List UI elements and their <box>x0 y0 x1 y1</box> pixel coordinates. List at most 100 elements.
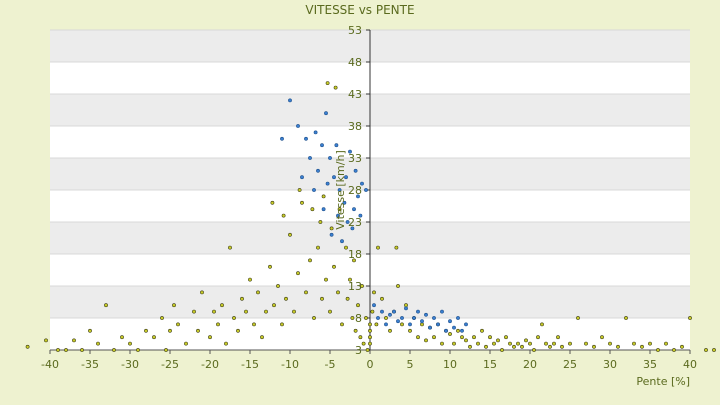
scatter-point <box>312 316 316 320</box>
scatter-point <box>374 322 379 327</box>
scatter-point <box>460 335 464 340</box>
scatter-point <box>356 194 360 199</box>
x-tick-label: -15 <box>241 358 259 371</box>
scatter-point <box>368 328 372 333</box>
scatter-point <box>296 271 300 276</box>
x-tick-label: 0 <box>367 358 374 371</box>
scatter-point <box>448 332 452 336</box>
scatter-point <box>304 136 308 141</box>
scatter-point <box>56 348 60 352</box>
scatter-point <box>192 309 196 314</box>
scatter-point <box>329 232 334 237</box>
x-tick-label: 40 <box>683 358 697 371</box>
scatter-point <box>358 213 363 218</box>
scatter-point <box>325 81 330 86</box>
scatter-point <box>532 348 536 352</box>
scatter-point <box>208 335 212 340</box>
scatter-point <box>400 316 404 320</box>
scatter-point <box>25 344 30 349</box>
scatter-point <box>216 322 220 327</box>
x-tick-label: 25 <box>563 358 577 371</box>
scatter-point <box>394 245 399 250</box>
scatter-point <box>552 341 556 346</box>
scatter-point <box>240 296 244 301</box>
scatter-point <box>44 338 48 343</box>
scatter-point <box>340 322 344 327</box>
scatter-point <box>365 348 370 352</box>
scatter-point <box>372 290 376 295</box>
scatter-point <box>424 338 428 343</box>
scatter-point <box>304 290 308 295</box>
scatter-point <box>350 226 355 231</box>
scatter-point <box>272 303 276 308</box>
y-tick-label: 38 <box>348 120 362 133</box>
scatter-point <box>548 344 552 349</box>
scatter-point <box>416 335 420 340</box>
scatter-point <box>508 341 512 346</box>
scatter-point <box>672 348 676 352</box>
scatter-point <box>280 322 284 327</box>
scatter-point <box>624 316 628 320</box>
scatter-point <box>504 335 508 340</box>
scatter-point <box>484 344 488 349</box>
x-axis-ticks: -40 -35 -30 -25 -20 -15 -10 -5 0 5 10 15 20 25 30 35 40 <box>41 350 697 371</box>
scatter-point <box>252 322 256 327</box>
scatter-point <box>164 348 168 352</box>
scatter-point <box>560 344 564 349</box>
scatter-point <box>337 188 342 192</box>
scatter-point <box>260 335 264 340</box>
scatter-point <box>356 303 360 308</box>
y-tick-label: 8 <box>355 312 362 325</box>
scatter-point <box>568 341 572 346</box>
scatter-point <box>321 207 326 212</box>
x-tick-label: -20 <box>201 358 219 371</box>
scatter-point <box>344 245 348 250</box>
x-tick-label: -40 <box>41 358 59 371</box>
scatter-point <box>334 143 339 148</box>
scatter-point <box>516 341 520 346</box>
scatter-point <box>318 220 323 224</box>
scatter-point <box>120 335 124 340</box>
y-tick-label: 53 <box>348 24 362 37</box>
scatter-point <box>308 156 312 160</box>
scatter-point <box>576 316 580 320</box>
scatter-point <box>212 309 216 314</box>
scatter-point <box>420 322 424 327</box>
scatter-point <box>600 335 604 340</box>
scatter-point <box>88 328 92 333</box>
scatter-point <box>420 319 424 324</box>
scatter-point <box>333 85 338 90</box>
scatter-point <box>336 213 340 218</box>
scatter-point <box>344 175 348 180</box>
scatter-point <box>96 341 100 346</box>
scatter-point <box>388 312 392 317</box>
scatter-point <box>384 322 388 327</box>
scatter-point <box>256 290 260 295</box>
scatter-point <box>228 245 232 250</box>
scatter-point <box>448 319 452 324</box>
scatter-point <box>536 335 540 340</box>
scatter-point <box>368 322 372 327</box>
scatter-point <box>340 239 344 244</box>
scatter-point <box>360 284 364 288</box>
scatter-point <box>456 316 460 320</box>
x-tick-label: 15 <box>483 358 497 371</box>
scatter-point <box>345 296 350 301</box>
scatter-point <box>224 341 228 346</box>
scatter-point <box>688 316 692 320</box>
scatter-point <box>172 303 176 308</box>
scatter-point <box>488 335 492 340</box>
scatter-point <box>353 328 358 333</box>
scatter-point <box>244 309 248 314</box>
scatter-point <box>152 335 156 340</box>
x-tick-label: -10 <box>281 358 299 371</box>
scatter-point <box>432 335 436 340</box>
scatter-point <box>176 322 180 327</box>
scatter-point <box>248 277 252 282</box>
scatter-point <box>712 348 716 352</box>
x-tick-label: -5 <box>325 358 336 371</box>
y-tick-label: 33 <box>348 152 362 165</box>
scatter-point <box>360 181 364 186</box>
